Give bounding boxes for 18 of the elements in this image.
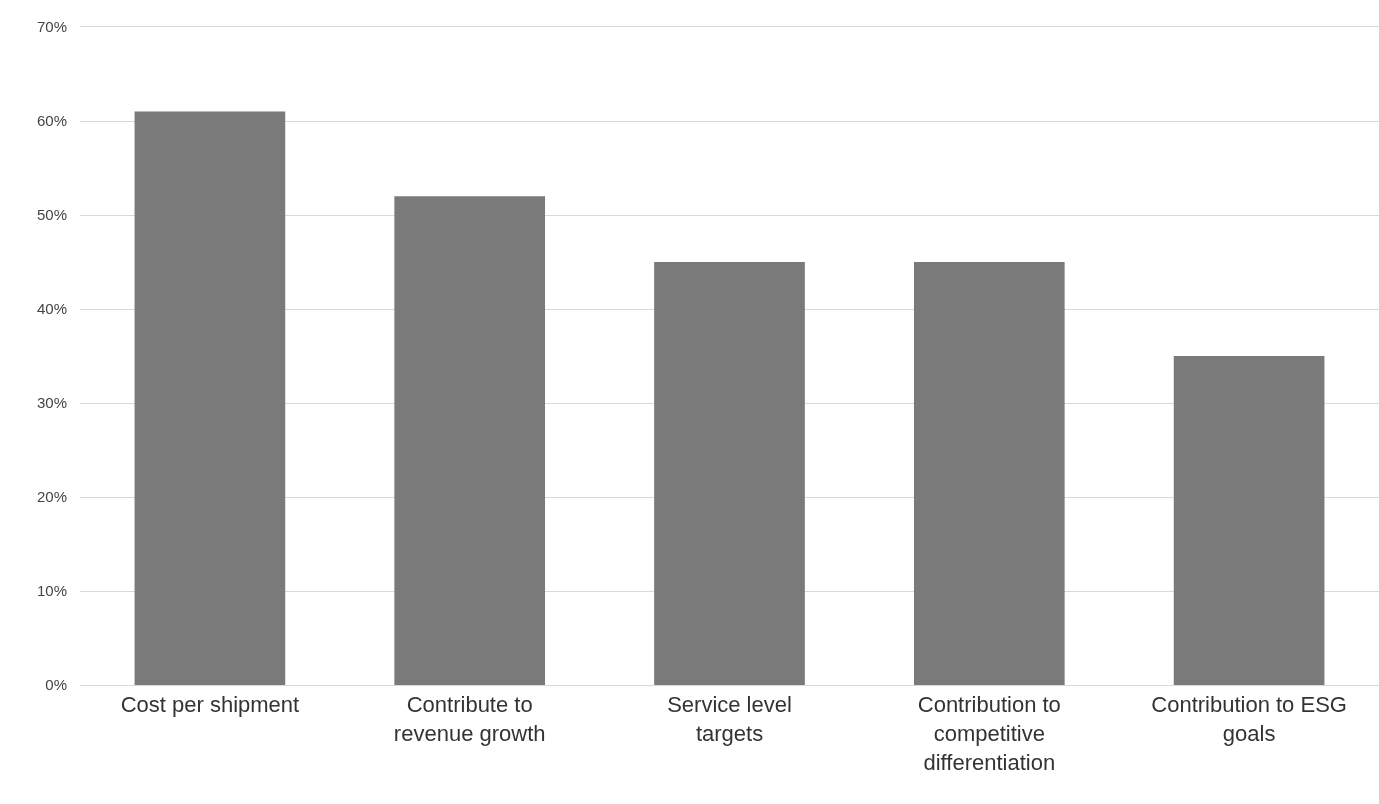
- y-tick-label: 50%: [36, 206, 67, 224]
- y-tick-label: 30%: [36, 394, 67, 412]
- y-tick-label: 10%: [36, 582, 67, 600]
- y-tick-label: 40%: [36, 300, 67, 318]
- x-tick-label: Cost per shipment: [120, 692, 300, 718]
- bar: [913, 262, 1065, 685]
- x-tick-label: Contribution to ESG goals: [1151, 692, 1347, 746]
- bar: [394, 196, 546, 685]
- x-tick-label: Service level targets: [667, 692, 792, 746]
- bar: [1173, 356, 1325, 685]
- y-tick-label: 20%: [36, 488, 67, 506]
- x-tick-label: Contribution to competitive differentiation: [917, 692, 1061, 775]
- y-tick-label: 70%: [36, 18, 67, 36]
- y-tick-label: 0%: [45, 676, 67, 694]
- x-tick-label: Contribute to revenue growth: [393, 692, 546, 746]
- y-tick-label: 60%: [36, 112, 67, 130]
- bar: [134, 111, 286, 685]
- bar: [654, 262, 805, 685]
